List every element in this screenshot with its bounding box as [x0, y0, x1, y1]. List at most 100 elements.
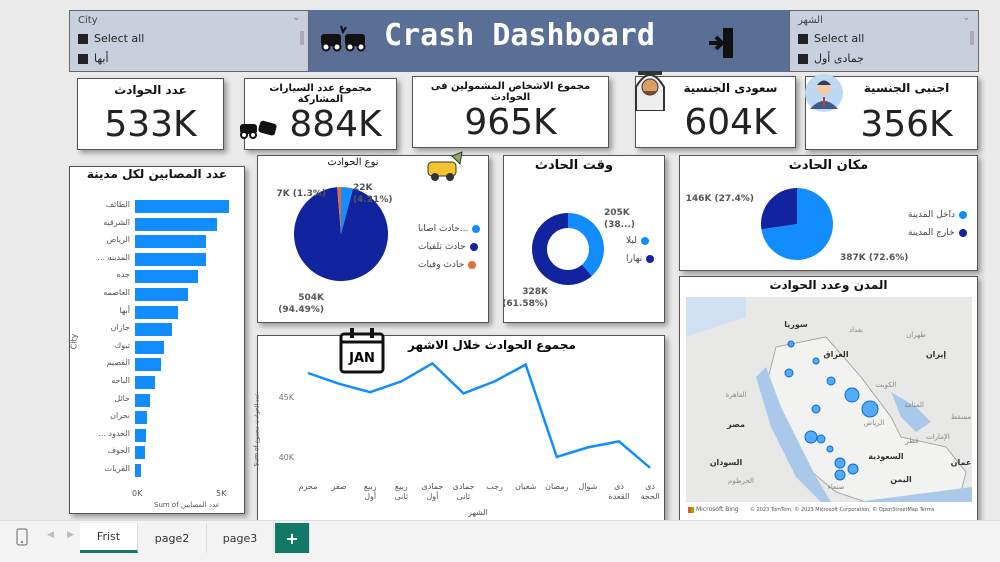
slicer-option[interactable]: أبها [78, 52, 109, 65]
month-slicer[interactable]: الشهر ⌄ Select all جمادى أول [789, 10, 979, 72]
legend-item[interactable]: حادث تلفيات [418, 242, 478, 252]
city-bubble[interactable] [834, 457, 846, 469]
accident-type-chart: نوع الحوادث 22K (4.21%) 7K (1.3%) 504K (94.4… [257, 151, 489, 323]
tab-frist[interactable]: Frist [80, 523, 138, 553]
x-tick: ذى القعدة [609, 482, 630, 501]
mobile-layout-icon[interactable] [16, 528, 28, 546]
bar[interactable] [135, 305, 178, 319]
bar[interactable] [135, 323, 173, 337]
bar[interactable] [135, 358, 161, 372]
bar-label: الباحه [111, 376, 130, 385]
bar-label: القريات [104, 464, 130, 473]
kpi-value: 356K [860, 104, 953, 145]
city-slicer[interactable]: City ⌄ Select all أبها [69, 10, 309, 72]
legend-item[interactable]: حادث وفيات [418, 260, 477, 270]
scrollbar[interactable] [300, 31, 304, 45]
pie-slice[interactable] [761, 188, 833, 260]
slicer-option[interactable]: جمادى أول [798, 52, 864, 65]
kpi-card-saudi: سعودى الجنسية 604K [635, 71, 796, 148]
map-attribution[interactable]: © 2023 TomTom, © 2023 Microsoft Corporat… [750, 507, 935, 513]
city-bubble[interactable] [861, 400, 879, 418]
next-page-icon[interactable]: ▶ [67, 530, 74, 540]
city-bubble[interactable] [816, 434, 826, 444]
checkbox[interactable] [78, 53, 88, 64]
tab-page3[interactable]: page3 [207, 523, 274, 553]
slicer-option[interactable]: Select all [798, 32, 864, 45]
chart-title: المدن وعدد الحوادث [769, 278, 888, 292]
data-label: (94.49%) [278, 305, 324, 315]
city-bubble[interactable] [844, 387, 860, 403]
legend-label: داخل المدينة [908, 210, 955, 220]
map-label: الإمارات [926, 433, 950, 441]
chevron-down-icon[interactable]: ⌄ [962, 13, 970, 23]
map-canvas[interactable]: سوريا العراق إيران مصر القاهرة السعودية الرياض… [686, 297, 972, 502]
bar-label: الجوف [107, 446, 130, 456]
legend-item[interactable]: نهارا [626, 254, 655, 264]
city-bubble[interactable] [826, 445, 834, 453]
city-bubble[interactable] [787, 340, 795, 348]
legend-item[interactable]: ليلا [626, 236, 649, 246]
city-bubble[interactable] [804, 430, 818, 444]
businessman-avatar-icon [805, 74, 843, 112]
line-series[interactable] [307, 361, 651, 469]
pie-slice[interactable] [337, 187, 341, 234]
bar[interactable] [135, 340, 164, 354]
map-label: مسقط [951, 413, 971, 421]
prev-page-icon[interactable]: ◀ [47, 530, 54, 540]
scrollbar[interactable] [970, 31, 974, 45]
map-label: بغداد [849, 326, 863, 334]
city-bubble[interactable] [847, 463, 859, 475]
kpi-value: 884K [289, 104, 382, 145]
pie-plot: 146K (27.4%) 387K (72.6%) [686, 188, 908, 263]
pie-slice[interactable] [294, 187, 388, 281]
bar-label: جده [116, 270, 130, 280]
x-axis-label: Sum of عدد المصابين [154, 501, 220, 509]
legend-marker [640, 237, 649, 245]
legend-item[interactable]: داخل المدينة [908, 210, 967, 220]
bar[interactable] [135, 288, 188, 301]
data-label: 504K [298, 293, 325, 303]
pie-slice[interactable] [568, 213, 604, 276]
city-bubble[interactable] [826, 376, 836, 386]
add-page-button[interactable]: + [275, 523, 310, 553]
bar[interactable] [135, 376, 156, 389]
tab-page2[interactable]: page2 [138, 523, 207, 553]
bar[interactable] [135, 235, 207, 249]
bar[interactable] [135, 464, 141, 477]
bar[interactable] [135, 446, 146, 460]
sign-in-icon[interactable] [707, 26, 737, 60]
bar[interactable] [135, 428, 147, 442]
x-tick: جمادى ثانى [453, 482, 475, 501]
bar[interactable] [135, 393, 151, 407]
bar[interactable] [135, 270, 198, 284]
pie-slice[interactable] [341, 187, 354, 234]
chevron-down-icon[interactable]: ⌄ [292, 13, 300, 23]
bar-label: أبها [119, 305, 130, 315]
city-bubble[interactable] [784, 368, 794, 378]
checkbox[interactable] [798, 53, 808, 64]
data-label: 387K (72.6%) [840, 253, 908, 263]
data-label: (61.58%) [504, 299, 548, 309]
map-label: عمان [951, 458, 972, 467]
cities-map[interactable]: المدن وعدد الحوادث سوريا العراق إيران مصر ال… [679, 276, 978, 521]
slicer-option[interactable]: Select all [78, 32, 144, 45]
city-bubble[interactable] [834, 469, 846, 481]
checkbox[interactable] [78, 33, 88, 44]
bar[interactable] [135, 411, 147, 425]
legend-item[interactable]: خارج المدينة [908, 228, 967, 238]
data-label: 328K [522, 287, 549, 297]
legend-label: حادث تلفيات [418, 242, 466, 252]
checkbox[interactable] [798, 33, 808, 44]
x-tick: جمادى أول [421, 482, 443, 501]
option-label: Select all [814, 32, 865, 45]
microsoft-logo-icon [688, 506, 694, 513]
legend-item[interactable]: ...حادث اصابا [418, 224, 481, 234]
bar-label: الشرقيه [103, 217, 130, 227]
bar[interactable] [135, 252, 207, 266]
city-bubble[interactable] [811, 404, 821, 414]
city-bubble[interactable] [812, 357, 820, 365]
bar[interactable] [135, 217, 217, 231]
pie-slice[interactable] [761, 188, 797, 230]
pie-slice[interactable] [532, 213, 592, 285]
bar[interactable] [135, 200, 229, 213]
